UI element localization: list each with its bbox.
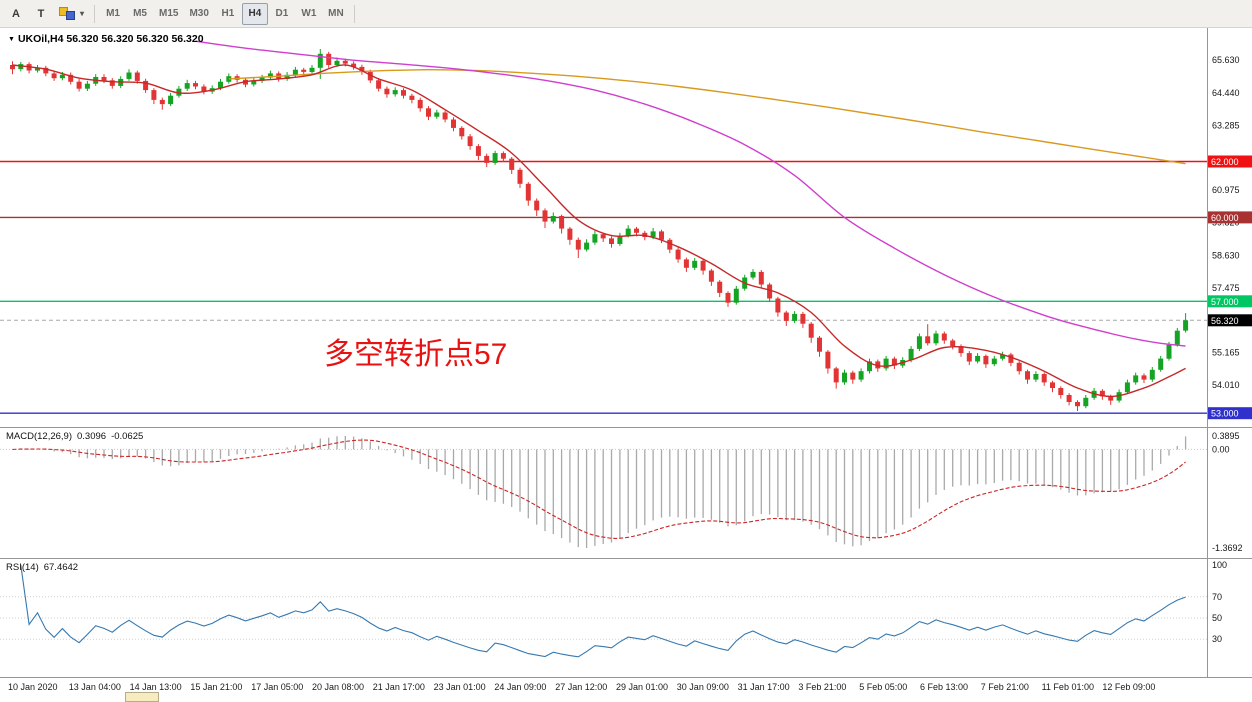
timeframe-d1-button[interactable]: D1: [269, 3, 295, 25]
svg-text:100: 100: [1212, 560, 1227, 570]
rsi-indicator-label: RSI(14) 67.4642: [6, 562, 83, 573]
time-axis-label: 20 Jan 08:00: [312, 682, 365, 692]
time-axis-label: 21 Jan 17:00: [372, 682, 425, 692]
svg-text:54.010: 54.010: [1212, 380, 1240, 390]
cursor-tool-button[interactable]: A: [4, 3, 28, 25]
chart-annotation: 多空转折点57: [324, 338, 508, 371]
time-axis-label: 30 Jan 09:00: [676, 682, 729, 692]
symbol-ohlc-label: ▼ UKOil,H4 56.320 56.320 56.320 56.320: [8, 33, 204, 45]
symbol-ohlc-text: UKOil,H4 56.320 56.320 56.320 56.320: [17, 33, 204, 45]
rsi-panel-canvas[interactable]: 100 70 50 30: [0, 559, 1252, 677]
fast-navigation-box[interactable]: [125, 692, 159, 702]
svg-text:50: 50: [1212, 613, 1222, 623]
svg-text:70: 70: [1212, 592, 1222, 602]
timeframe-mn-button[interactable]: MN: [323, 3, 349, 25]
svg-text:53.000: 53.000: [1211, 409, 1239, 419]
main-chart-canvas[interactable]: 65.63064.44063.28560.97559.82058.63057.4…: [0, 28, 1252, 427]
svg-text:62.000: 62.000: [1211, 157, 1239, 167]
collapse-triangle-icon: ▼: [8, 36, 15, 43]
svg-text:60.975: 60.975: [1212, 185, 1240, 195]
colors-dropdown-button[interactable]: ▾: [54, 3, 89, 25]
svg-text:63.285: 63.285: [1212, 121, 1240, 131]
macd-panel-canvas[interactable]: 0.3895 0.00 -1.3692: [0, 428, 1252, 558]
timeframe-m30-button[interactable]: M30: [184, 3, 213, 25]
timeframe-m1-button[interactable]: M1: [100, 3, 126, 25]
text-tool-button[interactable]: T: [29, 3, 53, 25]
svg-text:55.165: 55.165: [1212, 348, 1240, 358]
time-axis-label: 13 Jan 04:00: [68, 682, 121, 692]
macd-main-value: 0.3096: [77, 431, 107, 442]
time-axis-label: 5 Feb 05:00: [859, 682, 908, 692]
svg-text:60.000: 60.000: [1211, 213, 1239, 223]
time-axis-label: 14 Jan 13:00: [129, 682, 182, 692]
timeframe-m15-button[interactable]: M15: [154, 3, 183, 25]
svg-text:0.00: 0.00: [1212, 444, 1230, 454]
time-axis-label: 27 Jan 12:00: [555, 682, 608, 692]
price-scale-border: [1207, 28, 1208, 677]
timeframe-m5-button[interactable]: M5: [127, 3, 153, 25]
color-swatch-icon: [66, 11, 75, 20]
chevron-down-icon: ▾: [80, 9, 85, 18]
time-axis-label: 31 Jan 17:00: [737, 682, 790, 692]
svg-text:57.000: 57.000: [1211, 297, 1239, 307]
macd-signal-value: -0.0625: [111, 431, 144, 442]
timeframe-h1-button[interactable]: H1: [215, 3, 241, 25]
time-axis-label: 24 Jan 09:00: [494, 682, 547, 692]
macd-indicator-label: MACD(12,26,9) 0.3096 -0.0625: [6, 431, 148, 442]
time-axis-label: 23 Jan 01:00: [433, 682, 486, 692]
time-axis[interactable]: 10 Jan 2020 13 Jan 04:00 14 Jan 13:00 15 Ja…: [0, 678, 1252, 702]
rsi-value: 67.4642: [43, 562, 79, 573]
panel-separator[interactable]: [0, 558, 1252, 559]
time-axis-label: 11 Feb 01:00: [1041, 682, 1094, 692]
timeframe-h4-button[interactable]: H4: [241, 2, 268, 25]
svg-text:30: 30: [1212, 634, 1222, 644]
time-axis-label: 10 Jan 2020: [8, 682, 58, 692]
time-axis-label: 12 Feb 09:00: [1102, 682, 1156, 692]
time-axis-label: 17 Jan 05:00: [251, 682, 304, 692]
svg-text:57.475: 57.475: [1212, 283, 1240, 293]
svg-text:56.320: 56.320: [1211, 316, 1239, 326]
toolbar-separator: [94, 4, 96, 23]
time-axis-label: 3 Feb 21:00: [798, 682, 847, 692]
svg-text:0.3895: 0.3895: [1212, 431, 1240, 441]
toolbar-separator: [353, 4, 355, 23]
time-axis-label: 7 Feb 21:00: [980, 682, 1029, 692]
panel-separator[interactable]: [0, 427, 1252, 428]
timeframe-w1-button[interactable]: W1: [296, 3, 322, 25]
time-axis-label: 29 Jan 01:00: [616, 682, 669, 692]
svg-text:58.630: 58.630: [1212, 251, 1240, 261]
rsi-name: RSI(14): [6, 562, 39, 573]
time-axis-label: 6 Feb 13:00: [920, 682, 969, 692]
svg-text:64.440: 64.440: [1212, 88, 1240, 98]
macd-name: MACD(12,26,9): [6, 431, 72, 442]
toolbar: A T ▾ M1 M5 M15 M30 H1 H4 D1 W1 MN: [0, 0, 1252, 28]
panel-separator[interactable]: [0, 677, 1252, 678]
time-axis-label: 15 Jan 21:00: [190, 682, 243, 692]
svg-text:65.630: 65.630: [1212, 55, 1240, 65]
svg-text:-1.3692: -1.3692: [1212, 543, 1243, 553]
